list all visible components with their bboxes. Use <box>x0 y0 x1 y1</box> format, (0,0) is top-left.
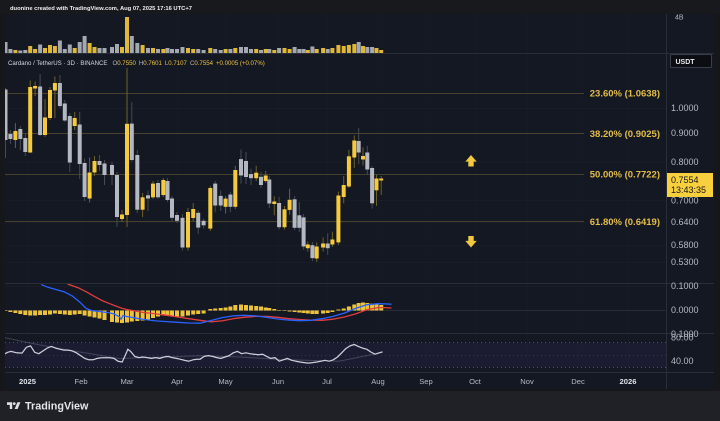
svg-text:50.00% (0.7722): 50.00% (0.7722) <box>590 170 660 181</box>
svg-text:Oct: Oct <box>469 377 482 386</box>
svg-text:4B: 4B <box>675 15 684 22</box>
svg-text:Mar: Mar <box>120 377 134 386</box>
svg-text:80.00: 80.00 <box>671 333 694 343</box>
svg-text:Feb: Feb <box>74 377 87 386</box>
svg-text:2025: 2025 <box>19 377 37 386</box>
svg-text:May: May <box>218 377 233 386</box>
svg-text:23.60% (1.0638): 23.60% (1.0638) <box>590 88 660 99</box>
svg-text:Cardano / TetherUS · 3D · BINA: Cardano / TetherUS · 3D · BINANCE O0.7550… <box>8 60 265 67</box>
svg-text:TradingView: TradingView <box>25 400 89 412</box>
svg-text:40.00: 40.00 <box>671 356 694 366</box>
svg-text:duonine created with TradingVi: duonine created with TradingView.com, Au… <box>10 6 192 12</box>
svg-text:Sep: Sep <box>419 377 433 386</box>
svg-text:61.80% (0.6419): 61.80% (0.6419) <box>590 217 660 228</box>
svg-text:0.7000: 0.7000 <box>671 196 699 206</box>
svg-text:0.6400: 0.6400 <box>671 217 699 227</box>
svg-text:1.0000: 1.0000 <box>671 103 699 113</box>
svg-text:Jul: Jul <box>322 377 332 386</box>
svg-text:0.8000: 0.8000 <box>671 157 699 167</box>
svg-text:2026: 2026 <box>620 377 637 386</box>
svg-text:0.0000: 0.0000 <box>671 305 699 315</box>
svg-text:Aug: Aug <box>371 377 385 386</box>
svg-text:0.1000: 0.1000 <box>671 329 699 339</box>
svg-text:Nov: Nov <box>520 377 534 386</box>
svg-text:0.5300: 0.5300 <box>671 257 699 267</box>
svg-text:Jun: Jun <box>272 377 284 386</box>
svg-text:Apr: Apr <box>171 377 183 386</box>
svg-text:0.9000: 0.9000 <box>671 128 699 138</box>
svg-text:Dec: Dec <box>571 377 585 386</box>
svg-text:0.7554: 0.7554 <box>671 175 699 185</box>
svg-text:0.1000: 0.1000 <box>671 281 699 291</box>
svg-text:38.20% (0.9025): 38.20% (0.9025) <box>590 129 660 140</box>
svg-text:13:43:35: 13:43:35 <box>671 185 706 195</box>
svg-text:0.5800: 0.5800 <box>671 240 699 250</box>
svg-text:USDT: USDT <box>676 59 696 66</box>
